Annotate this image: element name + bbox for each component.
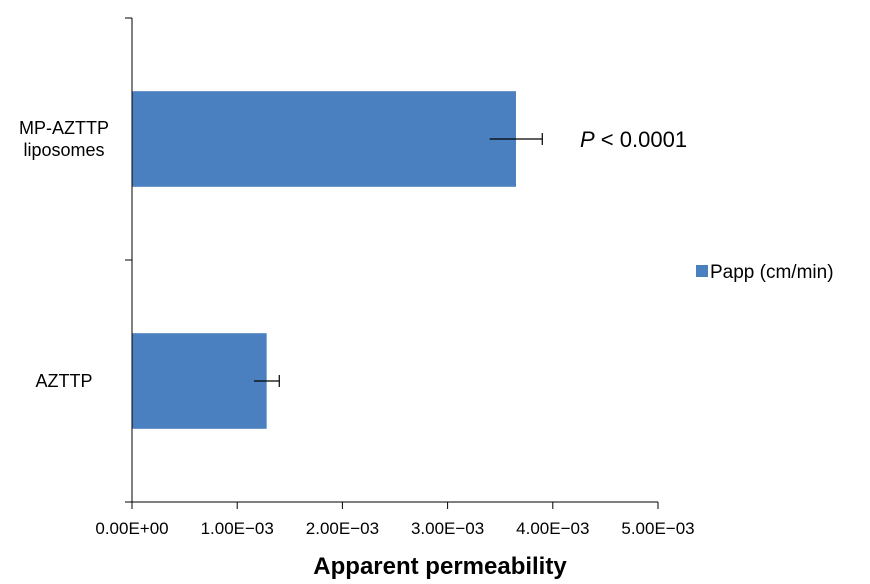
bar-1 — [132, 91, 516, 187]
category-label-2: AZTTP — [36, 371, 93, 391]
legend: Papp (cm/min) — [696, 262, 834, 283]
x-tick-label-1: 1.00E−03 — [201, 519, 274, 538]
x-tick-label-5: 5.00E−03 — [621, 519, 694, 538]
x-tick-label-3: 3.00E−03 — [411, 519, 484, 538]
axes-layer — [125, 17, 659, 509]
tick-labels-layer: 0.00E+00 1.00E−03 2.00E−03 3.00E−03 4.00E−03… — [95, 519, 694, 538]
bars-layer — [132, 91, 516, 429]
x-tick-label-0: 0.00E+00 — [95, 519, 168, 538]
category-label-1: MP-AZTTP liposomes — [19, 118, 109, 160]
legend-swatch — [696, 265, 708, 277]
x-tick-label-4: 4.00E−03 — [516, 519, 589, 538]
error-bars-layer — [254, 133, 543, 387]
bar-2 — [132, 333, 267, 429]
annotations-layer: P < 0.0001 — [580, 127, 687, 152]
legend-label: Papp (cm/min) — [710, 262, 834, 283]
category-labels-layer: MP-AZTTP liposomes AZTTP — [19, 118, 109, 391]
x-tick-label-2: 2.00E−03 — [306, 519, 379, 538]
p-value-annotation: P < 0.0001 — [580, 127, 687, 152]
x-axis-title: Apparent permeability — [313, 553, 567, 580]
